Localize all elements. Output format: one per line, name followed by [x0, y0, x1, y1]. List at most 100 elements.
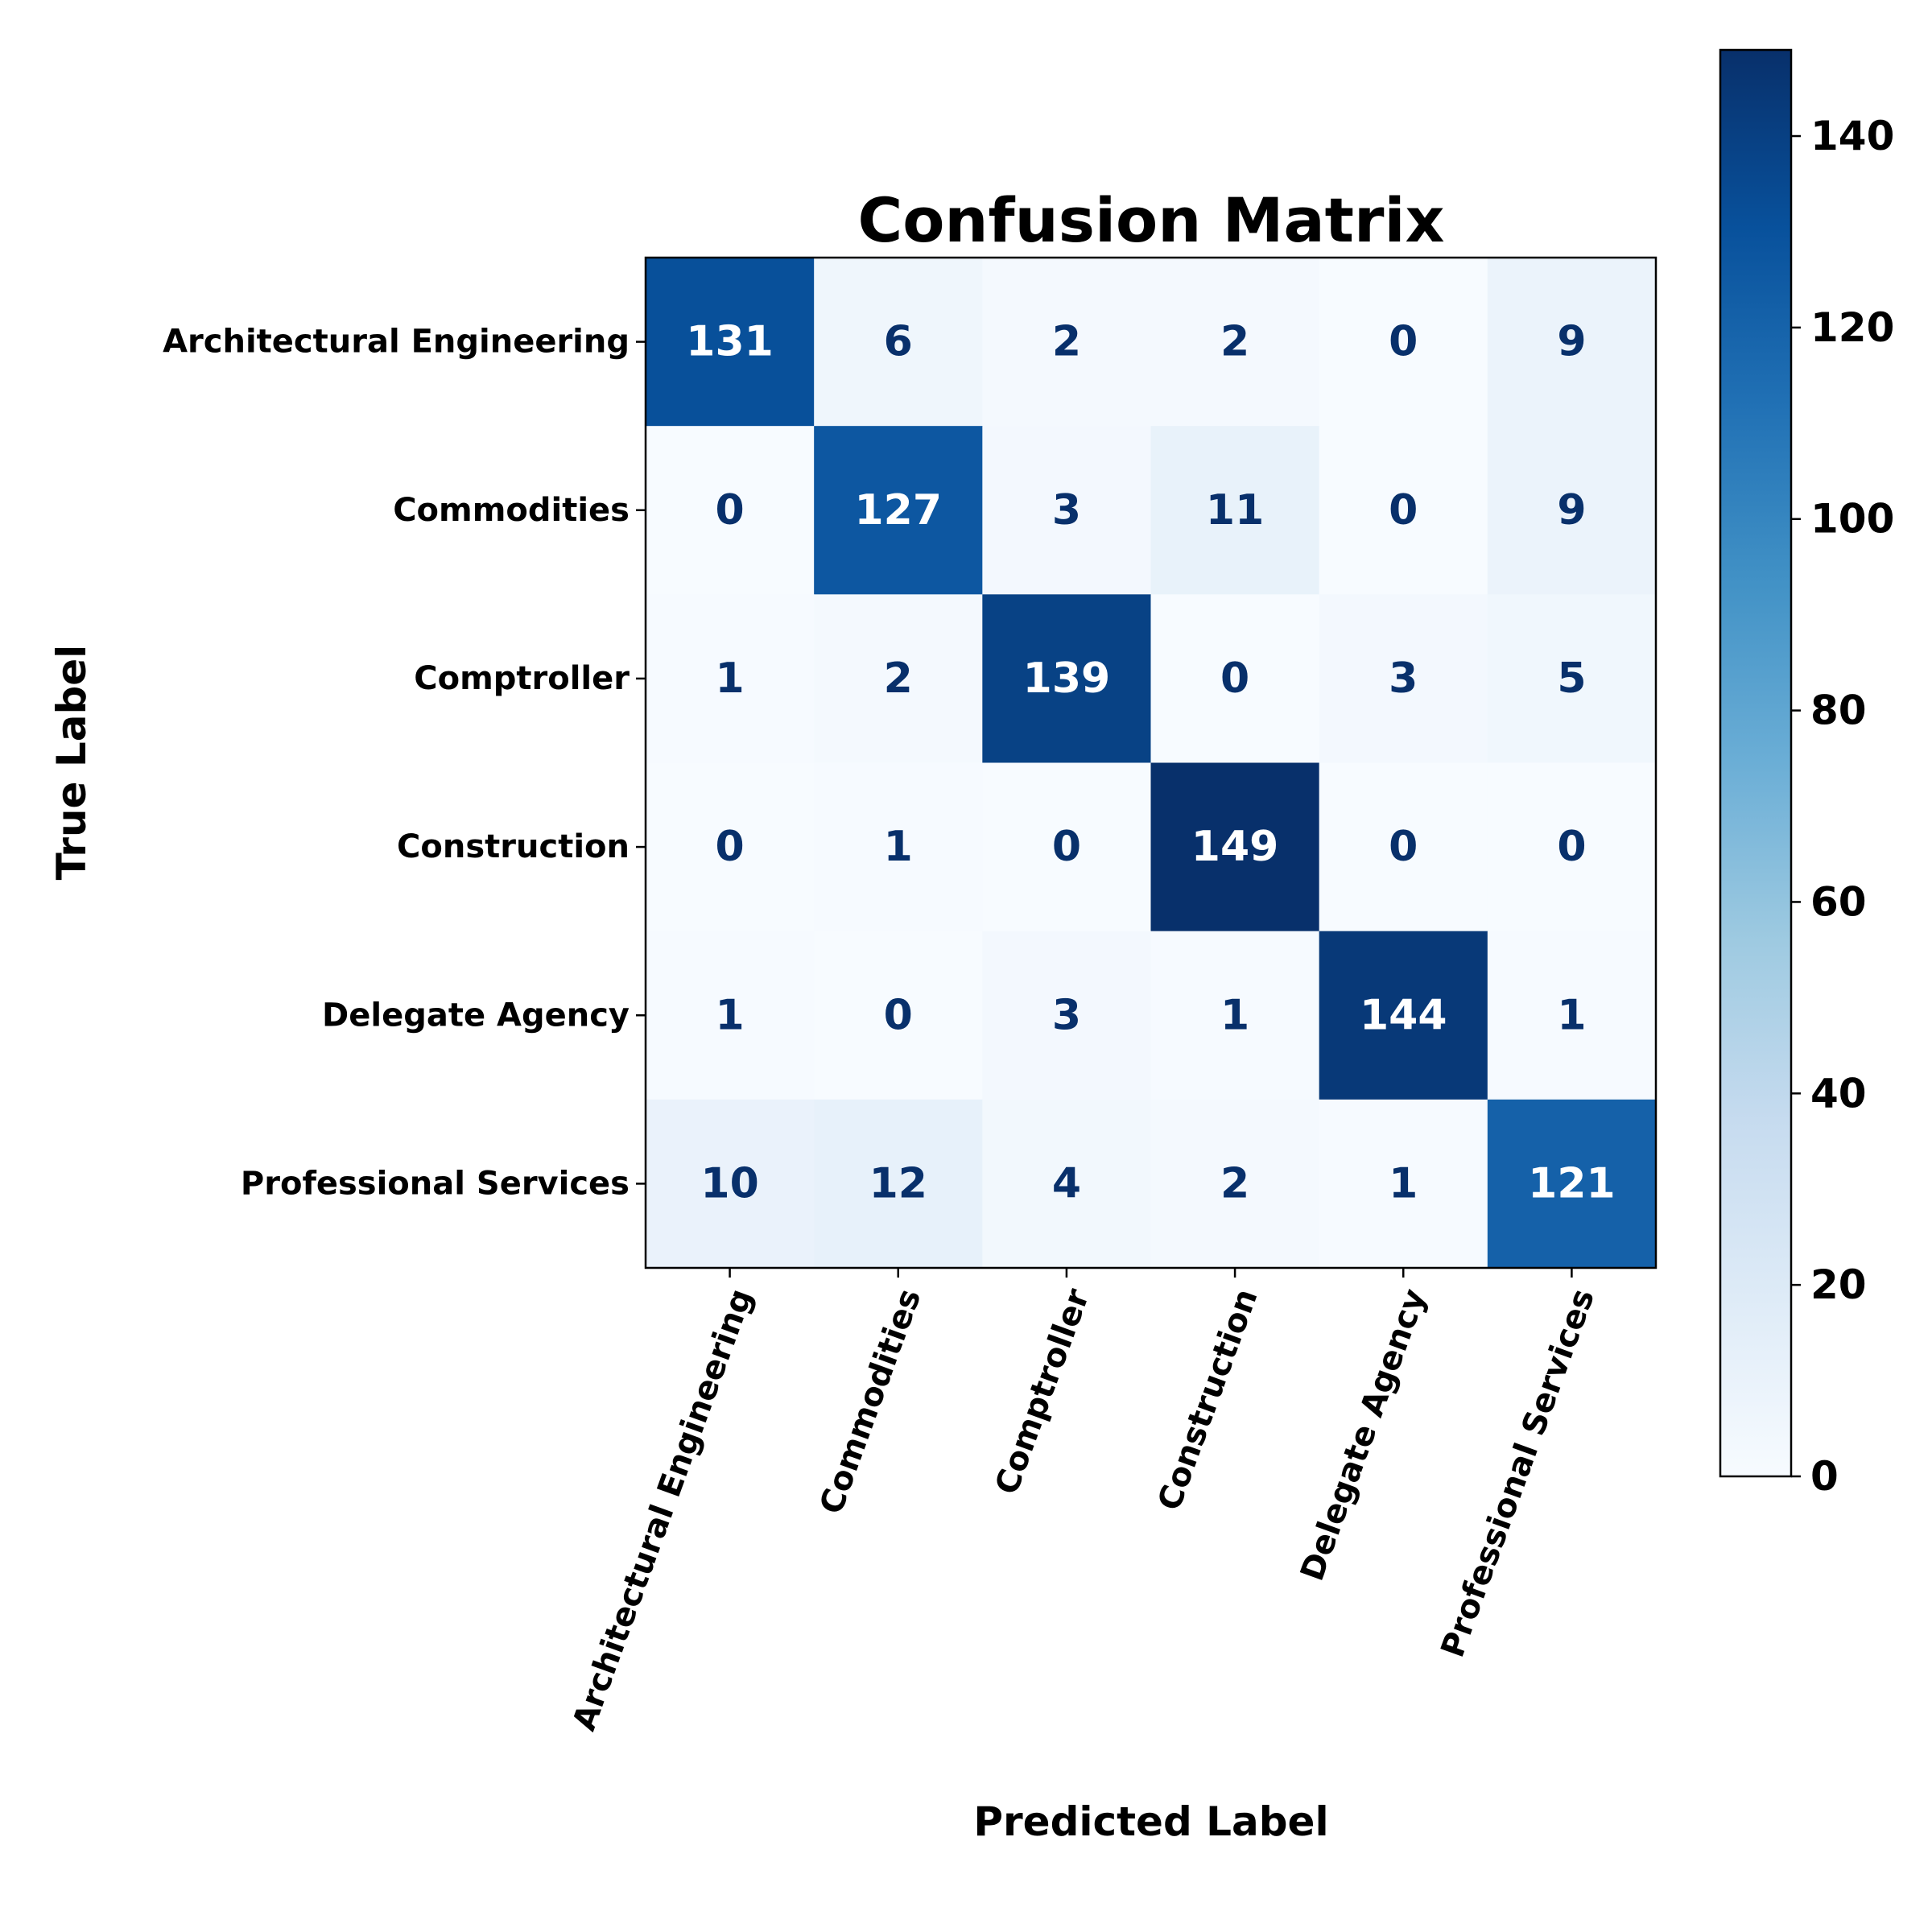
- cell-value-label: 131: [686, 318, 774, 366]
- heatmap-cell: [814, 426, 983, 595]
- heatmap-cell: [814, 762, 983, 932]
- heatmap-cell: [1150, 258, 1320, 427]
- heatmap-cell: [1150, 426, 1320, 595]
- x-tick-label: Professional Services: [1435, 1284, 1602, 1662]
- cell-value-label: 0: [1389, 318, 1418, 366]
- cell-value-label: 2: [1220, 1159, 1249, 1208]
- heatmap-cell: [1487, 594, 1657, 763]
- cell-value-label: 139: [1023, 654, 1111, 703]
- cell-value-label: 12: [869, 1159, 927, 1208]
- heatmap-cell: [1319, 1099, 1488, 1269]
- cell-value-label: 3: [1052, 991, 1081, 1039]
- heatmap-cell: [1487, 931, 1657, 1100]
- heatmap-cell: [646, 1099, 815, 1269]
- colorbar-tick-label: 100: [1810, 496, 1894, 543]
- cell-value-label: 1: [715, 991, 744, 1039]
- y-tick-label: Commodities: [393, 492, 630, 529]
- heatmap-cell: [982, 258, 1151, 427]
- cell-value-label: 0: [1389, 823, 1418, 871]
- x-axis-label: Predicted Label: [973, 1798, 1328, 1845]
- heatmap-cell: [982, 762, 1151, 932]
- cell-value-label: 3: [1389, 654, 1418, 703]
- heatmap-cell: [814, 594, 983, 763]
- cell-value-label: 0: [715, 486, 744, 535]
- heatmap-cell-labels: 131 6 2 2 0 90 127 3 11 0 91 2 139 0 3 50 1 0 149 0 01 0 3 1 144…: [686, 318, 1615, 1208]
- y-tick-label: Construction: [397, 828, 630, 865]
- y-tick-label: Delegate Agency: [322, 997, 630, 1034]
- y-tick-label: Professional Services: [241, 1165, 630, 1202]
- plot-frame: [644, 256, 1657, 1269]
- cell-value-label: 127: [854, 486, 942, 535]
- colorbar-tick-label: 0: [1810, 1453, 1839, 1500]
- cell-value-label: 5: [1557, 654, 1586, 703]
- cell-value-label: 1: [884, 823, 913, 871]
- cell-value-label: 1: [1220, 991, 1249, 1039]
- x-tick-label: Construction: [1151, 1284, 1265, 1515]
- x-tick-label: Commodities: [813, 1284, 929, 1519]
- heatmap-cell: [646, 426, 815, 595]
- y-axis-ticks: Architectural Engineering Commodities Comp…: [163, 324, 646, 1202]
- cell-value-label: 0: [884, 991, 913, 1039]
- heatmap-cells: [646, 258, 1657, 1269]
- heatmap-cell: [1319, 426, 1488, 595]
- cell-value-label: 4: [1052, 1159, 1081, 1208]
- heatmap-cell: [1319, 258, 1488, 427]
- y-tick-label: Comptroller: [414, 660, 630, 697]
- cell-value-label: 144: [1360, 991, 1447, 1039]
- y-tick-label: Architectural Engineering: [163, 324, 630, 361]
- cell-value-label: 11: [1206, 486, 1264, 535]
- chart-title: Confusion Matrix: [857, 184, 1444, 256]
- colorbar-frame: [1719, 48, 1793, 1478]
- heatmap-cell: [814, 931, 983, 1100]
- x-axis-ticks: Architectural Engineering Commodities Comp…: [566, 1268, 1602, 1736]
- heatmap-cell: [1150, 931, 1320, 1100]
- x-tick-label: Delegate Agency: [1294, 1284, 1434, 1586]
- cell-value-label: 9: [1557, 486, 1586, 535]
- cell-value-label: 2: [1052, 318, 1081, 366]
- y-axis-label: True Label: [48, 645, 95, 881]
- colorbar-ticks: 0 20 40 60 80 100 120 140: [1791, 113, 1894, 1500]
- heatmap-cell: [646, 594, 815, 763]
- cell-value-label: 10: [700, 1159, 758, 1208]
- colorbar-tick-label: 60: [1810, 878, 1867, 925]
- colorbar-gradient: [1720, 50, 1791, 1476]
- heatmap-cell: [982, 594, 1151, 763]
- cell-value-label: 0: [1389, 486, 1418, 535]
- heatmap-cell: [814, 1099, 983, 1269]
- colorbar-tick-label: 80: [1810, 687, 1867, 734]
- colorbar: 0 20 40 60 80 100 120 140: [1719, 48, 1894, 1500]
- cell-value-label: 0: [715, 823, 744, 871]
- colorbar-tick-label: 20: [1810, 1261, 1867, 1308]
- cell-value-label: 0: [1220, 654, 1249, 703]
- heatmap-cell: [1319, 931, 1488, 1100]
- heatmap-cell: [1487, 426, 1657, 595]
- colorbar-tick-label: 140: [1810, 113, 1894, 159]
- heatmap-cell: [1487, 1099, 1657, 1269]
- cell-value-label: 1: [1557, 991, 1586, 1039]
- heatmap-cell: [1319, 594, 1488, 763]
- heatmap-cell: [1150, 594, 1320, 763]
- cell-value-label: 3: [1052, 486, 1081, 535]
- cell-value-label: 2: [884, 654, 913, 703]
- heatmap-cell: [1150, 762, 1320, 932]
- colorbar-tick-label: 120: [1810, 304, 1894, 351]
- cell-value-label: 0: [1557, 823, 1586, 871]
- cell-value-label: 6: [884, 318, 913, 366]
- heatmap-cell: [814, 258, 983, 427]
- heatmap-cell: [1319, 762, 1488, 932]
- heatmap-cell: [1487, 762, 1657, 932]
- heatmap-cell: [646, 931, 815, 1100]
- x-tick-label: Architectural Engineering: [566, 1284, 761, 1736]
- colorbar-tick-label: 40: [1810, 1070, 1867, 1117]
- cell-value-label: 149: [1191, 823, 1279, 871]
- cell-value-label: 121: [1528, 1159, 1616, 1208]
- heatmap-cell: [982, 1099, 1151, 1269]
- heatmap-cell: [982, 426, 1151, 595]
- cell-value-label: 0: [1052, 823, 1081, 871]
- cell-value-label: 9: [1557, 318, 1586, 366]
- cell-value-label: 1: [715, 654, 744, 703]
- x-tick-label: Comptroller: [989, 1284, 1097, 1500]
- cell-value-label: 1: [1389, 1159, 1418, 1208]
- heatmap-cell: [1487, 258, 1657, 427]
